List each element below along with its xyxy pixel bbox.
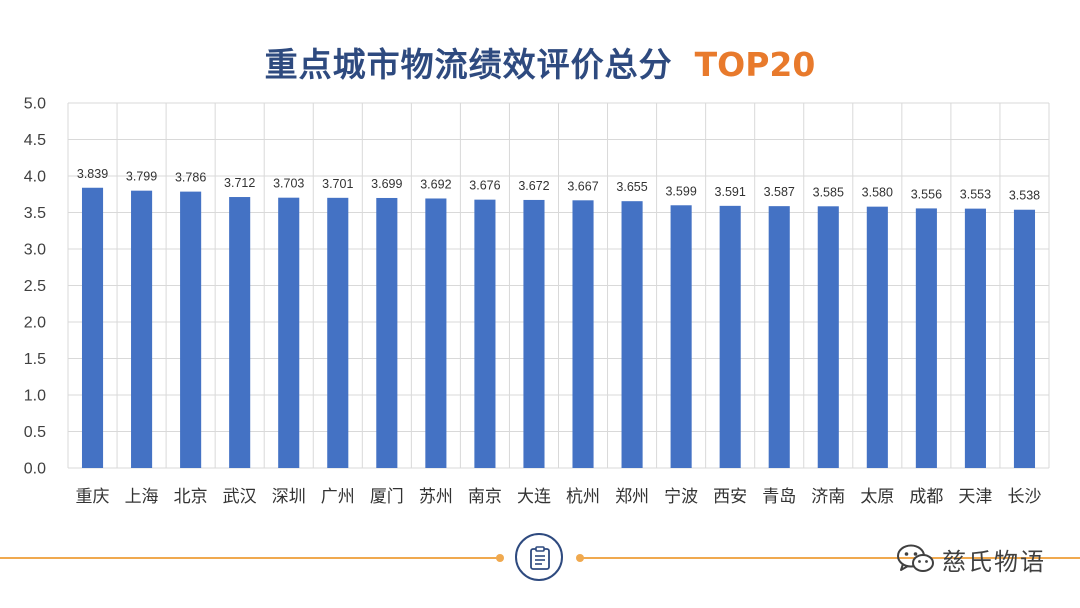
data-label: 3.655 xyxy=(616,180,647,194)
footer-divider-dot-left xyxy=(496,554,504,562)
bar xyxy=(523,199,545,468)
category-label: 厦门 xyxy=(370,487,404,507)
data-label: 3.839 xyxy=(77,167,108,181)
category-label: 杭州 xyxy=(566,487,600,507)
data-labels: 3.839 3.799 3.786 3.712 3.703 3.701 3.699 3.692… xyxy=(77,167,1040,203)
grid-lines xyxy=(67,102,1050,469)
category-label: 北京 xyxy=(174,487,208,507)
watermark-text: 慈氏物语 xyxy=(942,547,1046,576)
y-tick-label: 1.5 xyxy=(24,351,46,368)
bar xyxy=(670,205,692,468)
bar xyxy=(376,197,398,468)
footer-divider-left xyxy=(0,557,500,559)
category-label: 宁波 xyxy=(664,487,698,507)
y-tick-label: 2.0 xyxy=(24,315,46,332)
y-tick-label: 5.0 xyxy=(24,96,46,113)
y-tick-label: 0.0 xyxy=(24,461,46,478)
data-label: 3.556 xyxy=(911,187,942,201)
category-label: 郑州 xyxy=(615,487,649,507)
category-label: 天津 xyxy=(958,487,992,507)
category-label: 深圳 xyxy=(272,487,306,507)
bars xyxy=(81,187,1036,469)
chart-title-suffix: TOP20 xyxy=(694,45,816,84)
y-tick-label: 0.5 xyxy=(24,424,46,441)
y-tick-label: 2.5 xyxy=(24,278,46,295)
category-label: 南京 xyxy=(468,487,502,507)
data-label: 3.591 xyxy=(715,185,746,199)
bar xyxy=(915,208,937,469)
data-label: 3.786 xyxy=(175,171,206,185)
category-label: 青岛 xyxy=(762,487,796,507)
data-label: 3.701 xyxy=(322,177,353,191)
bar xyxy=(81,187,104,469)
watermark: 慈氏物语 xyxy=(896,542,1046,576)
data-label: 3.585 xyxy=(813,185,844,199)
category-label: 广州 xyxy=(321,487,355,507)
bar xyxy=(719,205,741,468)
chart-title: 重点城市物流绩效评价总分 TOP20 xyxy=(0,38,1080,88)
category-label: 成都 xyxy=(909,487,943,507)
category-label: 苏州 xyxy=(419,487,453,507)
bar xyxy=(1013,209,1036,468)
bar xyxy=(229,197,251,469)
data-label: 3.538 xyxy=(1009,189,1040,203)
y-tick-label: 3.5 xyxy=(24,205,46,222)
data-label: 3.580 xyxy=(862,186,893,200)
footer-badge xyxy=(515,533,563,581)
bar xyxy=(425,198,447,468)
data-label: 3.587 xyxy=(764,185,795,199)
y-tick-label: 3.0 xyxy=(24,242,46,259)
bar xyxy=(180,191,202,468)
y-tick-label: 1.0 xyxy=(24,388,46,405)
bar xyxy=(866,206,888,468)
category-label: 上海 xyxy=(125,487,159,507)
clipboard-icon xyxy=(530,546,550,570)
bar xyxy=(768,206,790,469)
category-label: 长沙 xyxy=(1007,487,1041,507)
data-label: 3.699 xyxy=(371,177,402,191)
bar xyxy=(621,201,643,468)
bar xyxy=(278,197,300,468)
data-label: 3.712 xyxy=(224,176,255,190)
data-label: 3.799 xyxy=(126,170,157,184)
bar-chart: 0.00.51.01.52.02.53.03.54.04.55.0 3.839 3… xyxy=(24,96,1050,507)
data-label: 3.703 xyxy=(273,177,304,191)
chart-title-main: 重点城市物流绩效评价总分 xyxy=(264,45,673,84)
bar xyxy=(964,208,986,469)
data-label: 3.672 xyxy=(518,179,549,193)
category-label: 重庆 xyxy=(76,487,110,507)
bar xyxy=(474,199,496,469)
data-label: 3.676 xyxy=(469,179,500,193)
footer-divider-dot-right xyxy=(576,554,584,562)
category-label: 太原 xyxy=(860,487,894,507)
category-label: 济南 xyxy=(811,487,845,507)
y-tick-label: 4.0 xyxy=(24,169,46,186)
bar xyxy=(817,206,839,469)
x-axis-category-labels: 重庆 上海 北京 武汉 深圳 广州 厦门 苏州 南京 大连 杭州 郑州 宁波 西安 青岛 济南 太原 成都 天津 长沙 xyxy=(76,487,1042,507)
data-label: 3.553 xyxy=(960,188,991,202)
y-axis-tick-labels: 0.0 0.5 1.0 1.5 2.0 2.5 3.0 3.5 4.0 4.5 5.0 xyxy=(24,96,46,478)
wechat-icon xyxy=(897,544,934,572)
category-label: 西安 xyxy=(713,487,747,507)
category-label: 武汉 xyxy=(223,487,257,507)
category-label: 大连 xyxy=(517,487,551,507)
bar xyxy=(572,200,594,468)
bar xyxy=(327,197,349,468)
y-tick-label: 4.5 xyxy=(24,132,46,149)
data-label: 3.599 xyxy=(665,184,696,198)
bar xyxy=(131,190,153,468)
data-label: 3.667 xyxy=(567,179,598,193)
data-label: 3.692 xyxy=(420,177,451,191)
footer-divider-right xyxy=(580,557,1080,559)
